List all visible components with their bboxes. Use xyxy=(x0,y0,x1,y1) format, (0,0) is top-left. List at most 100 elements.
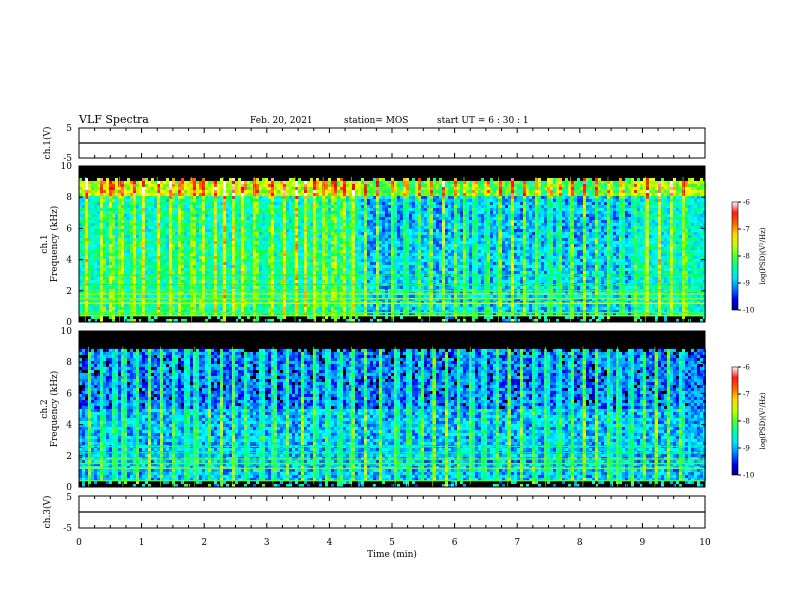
spectrogram-cell xyxy=(316,247,319,250)
spectrogram-cell xyxy=(313,205,316,208)
spectrogram-cell xyxy=(304,259,307,262)
spectrogram-cell xyxy=(259,202,262,205)
spectrogram-cell xyxy=(397,196,400,199)
spectrogram-cell xyxy=(358,250,361,253)
spectrogram-cell xyxy=(154,250,157,253)
spectrogram-cell xyxy=(226,310,229,313)
spectrogram-cell xyxy=(121,256,124,259)
spectrogram-cell xyxy=(259,298,262,301)
spectrogram-cell xyxy=(223,211,226,214)
spectrogram-cell xyxy=(172,178,175,181)
spectrogram-cell xyxy=(274,190,277,193)
spectrogram-cell xyxy=(256,307,259,310)
spectrogram-cell xyxy=(220,238,223,241)
spectrogram-cell xyxy=(163,247,166,250)
spectrogram-cell xyxy=(151,247,154,250)
spectrogram-cell xyxy=(394,211,397,214)
spectrogram-cell xyxy=(136,229,139,232)
spectrogram-cell xyxy=(337,247,340,250)
spectrogram-cell xyxy=(280,247,283,250)
spectrogram-cell xyxy=(151,178,154,181)
spectrogram-cell xyxy=(172,184,175,187)
spectrogram-cell xyxy=(199,208,202,211)
spectrogram-cell xyxy=(277,313,280,316)
start-time-label: start UT = 6 : 30 : 1 xyxy=(437,116,529,126)
spectrogram-cell xyxy=(247,202,250,205)
spectrogram-cell xyxy=(274,226,277,229)
spectrogram-cell xyxy=(397,241,400,244)
spectrogram-cell xyxy=(130,310,133,313)
spectrogram-cell xyxy=(103,262,106,265)
spectrogram-cell xyxy=(220,253,223,256)
spectrogram-cell xyxy=(334,217,337,220)
spectrogram-cell xyxy=(127,307,130,310)
spectrogram-cell xyxy=(208,187,211,190)
spectrogram-cell xyxy=(244,199,247,202)
spectrogram-cell xyxy=(280,211,283,214)
spectrogram-cell xyxy=(235,295,238,298)
spectrogram-cell xyxy=(367,217,370,220)
spectrogram-cell xyxy=(175,277,178,280)
spectrogram-cell xyxy=(208,295,211,298)
spectrogram-cell xyxy=(223,298,226,301)
spectrogram-cell xyxy=(124,235,127,238)
spectrogram-cell xyxy=(274,202,277,205)
spectrogram-cell xyxy=(133,229,136,232)
spectrogram-cell xyxy=(244,187,247,190)
spectrogram-cell xyxy=(115,220,118,223)
spectrogram-cell xyxy=(295,277,298,280)
spectrogram-cell xyxy=(388,265,391,268)
spectrogram-cell xyxy=(88,184,91,187)
spectrogram-cell xyxy=(316,205,319,208)
spectrogram-cell xyxy=(328,232,331,235)
spectrogram-cell xyxy=(319,295,322,298)
spectrogram-cell xyxy=(163,295,166,298)
spectrogram-cell xyxy=(157,259,160,262)
spectrogram-cell xyxy=(364,307,367,310)
spectrogram-cell xyxy=(310,211,313,214)
spectrogram-cell xyxy=(88,220,91,223)
spectrogram-cell xyxy=(169,280,172,283)
spectrogram-cell xyxy=(172,241,175,244)
spectrogram-cell xyxy=(346,238,349,241)
spectrogram-cell xyxy=(352,244,355,247)
spectrogram-cell xyxy=(325,265,328,268)
spectrogram-cell xyxy=(211,181,214,184)
spectrogram-cell xyxy=(202,268,205,271)
spectrogram-cell xyxy=(376,304,379,307)
spectrogram-cell xyxy=(358,181,361,184)
spectrogram-cell xyxy=(373,250,376,253)
spectrogram-cell xyxy=(301,286,304,289)
spectrogram-cell xyxy=(130,184,133,187)
spectrogram-cell xyxy=(85,310,88,313)
spectrogram-cell xyxy=(214,205,217,208)
spectrogram-cell xyxy=(148,220,151,223)
spectrogram-cell xyxy=(358,202,361,205)
spectrogram-cell xyxy=(349,268,352,271)
spectrogram-cell xyxy=(100,307,103,310)
spectrogram-cell xyxy=(361,307,364,310)
spectrogram-cell xyxy=(292,256,295,259)
spectrogram-cell xyxy=(346,202,349,205)
spectrogram-cell xyxy=(124,271,127,274)
spectrogram-cell xyxy=(103,217,106,220)
spectrogram-cell xyxy=(313,271,316,274)
spectrogram-cell xyxy=(367,307,370,310)
spectrogram-cell xyxy=(226,220,229,223)
spectrogram-cell xyxy=(325,208,328,211)
spectrogram-cell xyxy=(193,199,196,202)
spectrogram-cell xyxy=(217,307,220,310)
spectrogram-cell xyxy=(343,226,346,229)
spectrogram-cell xyxy=(214,313,217,316)
spectrogram-cell xyxy=(277,214,280,217)
spectrogram-cell xyxy=(166,208,169,211)
spectrogram-cell xyxy=(175,226,178,229)
spectrogram-cell xyxy=(175,244,178,247)
spectrogram-cell xyxy=(346,286,349,289)
spectrogram-cell xyxy=(115,241,118,244)
spectrogram-cell xyxy=(199,235,202,238)
spectrogram-cell xyxy=(88,313,91,316)
spectrogram-cell xyxy=(199,187,202,190)
spectrogram-cell xyxy=(226,187,229,190)
spectrogram-cell xyxy=(172,235,175,238)
